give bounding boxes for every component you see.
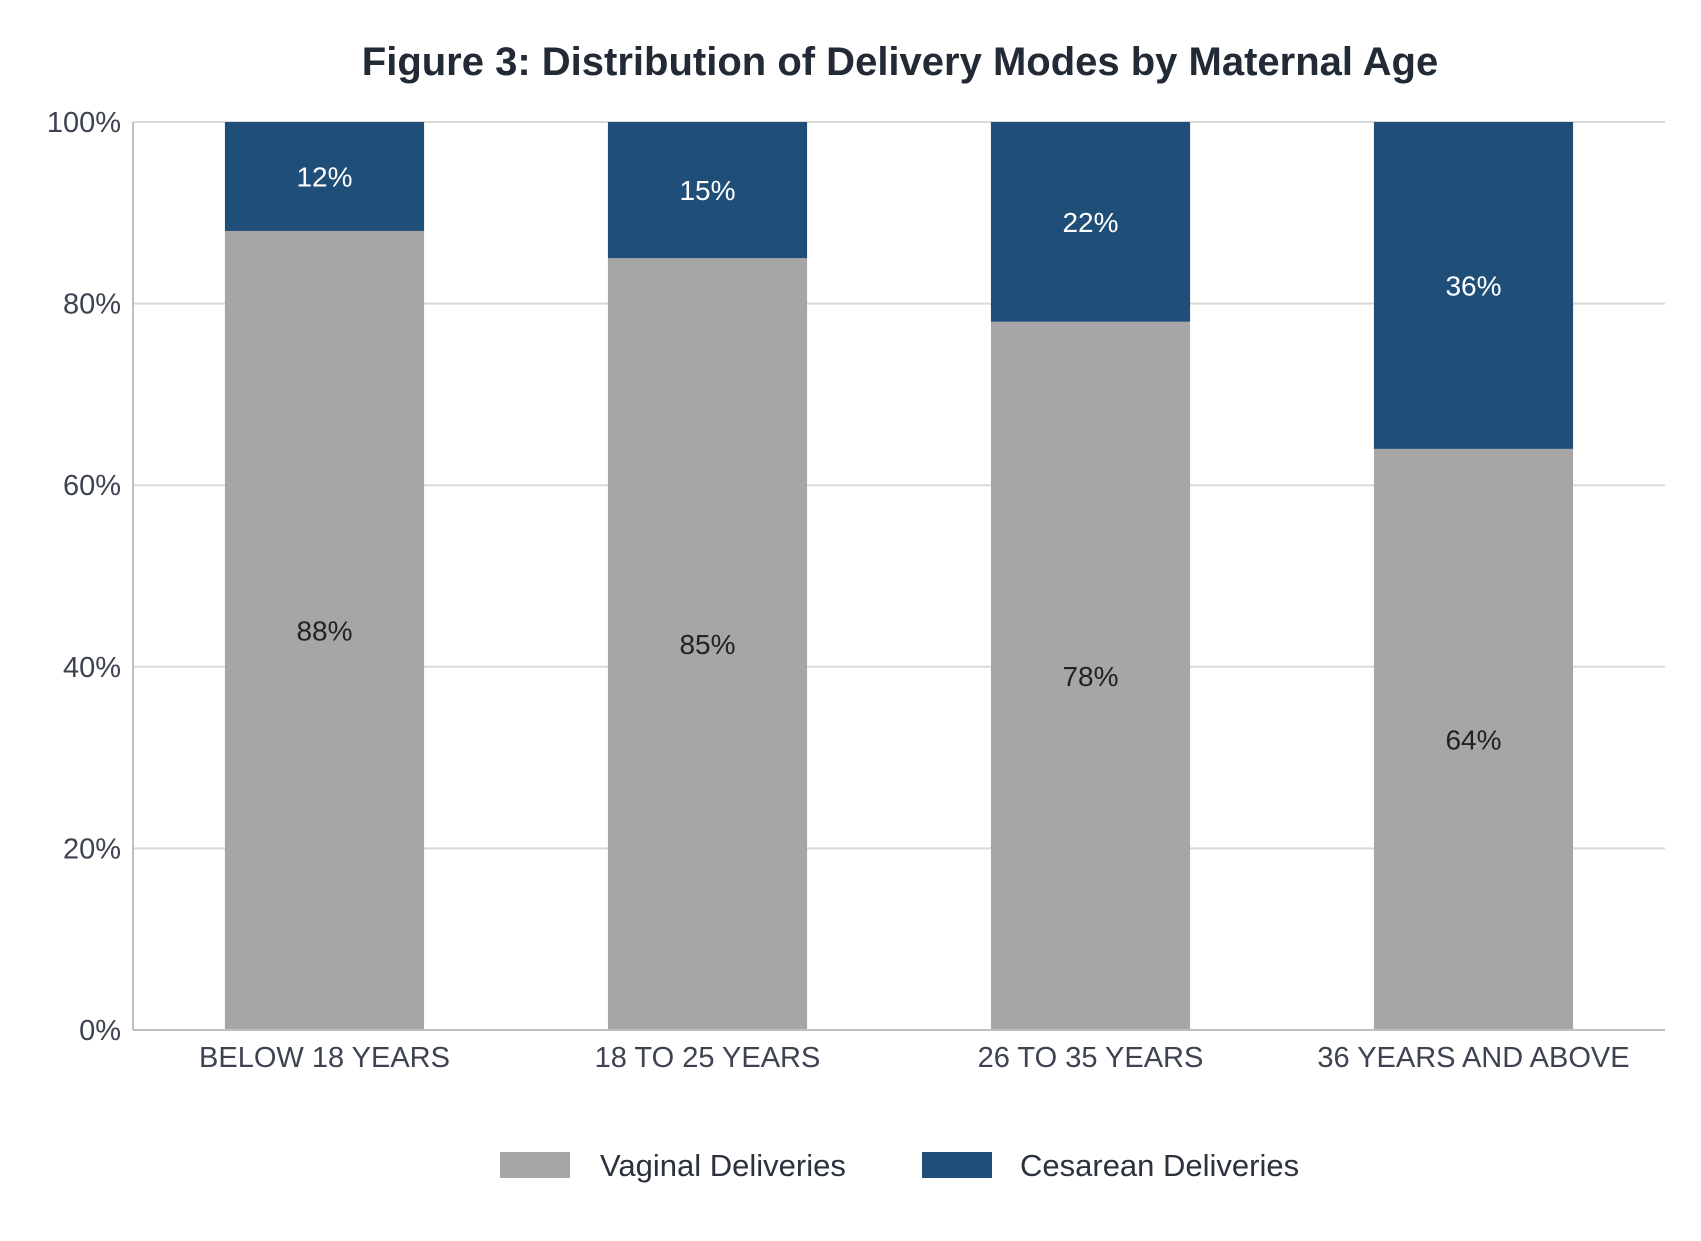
bar-vaginal-deliveries-36-years-and-above (1373, 448, 1574, 1030)
data-label-cesarean-deliveries-below-18-years: 12% (296, 161, 352, 192)
x-tick-label-below-18-years: BELOW 18 YEARS (199, 1042, 450, 1074)
data-label-cesarean-deliveries-26-to-35-years: 22% (1062, 207, 1118, 238)
y-tick-label: 0% (79, 1015, 121, 1047)
legend-swatch-vaginal-deliveries (500, 1152, 570, 1178)
legend-label-cesarean-deliveries: Cesarean Deliveries (1020, 1148, 1299, 1183)
bar-vaginal-deliveries-26-to-35-years (990, 321, 1191, 1030)
data-label-cesarean-deliveries-18-to-25-years: 15% (679, 175, 735, 206)
data-label-vaginal-deliveries-below-18-years: 88% (296, 615, 352, 646)
bar-vaginal-deliveries-below-18-years (224, 230, 425, 1030)
y-tick-label: 60% (63, 470, 121, 502)
legend-swatch-cesarean-deliveries (922, 1152, 992, 1178)
data-label-vaginal-deliveries-26-to-35-years: 78% (1062, 661, 1118, 692)
x-tick-label-26-to-35-years: 26 TO 35 YEARS (978, 1042, 1204, 1074)
bar-cesarean-deliveries-below-18-years (224, 122, 425, 231)
y-tick-label: 40% (63, 652, 121, 684)
chart-title: Figure 3: Distribution of Delivery Modes… (362, 40, 1438, 84)
data-label-cesarean-deliveries-36-years-and-above: 36% (1445, 270, 1501, 301)
y-tick-label: 80% (63, 289, 121, 321)
legend: Vaginal Deliveries Cesarean Deliveries (500, 1148, 1299, 1183)
x-tick-label-18-to-25-years: 18 TO 25 YEARS (595, 1042, 821, 1074)
bars: 88% 12% 85% 15% 78% 22% 64% 36% (224, 122, 1574, 1030)
bar-cesarean-deliveries-36-years-and-above (1373, 122, 1574, 449)
data-label-vaginal-deliveries-18-to-25-years: 85% (679, 629, 735, 660)
x-tick-label-36-years-and-above: 36 YEARS AND ABOVE (1317, 1042, 1629, 1074)
data-label-vaginal-deliveries-36-years-and-above: 64% (1445, 724, 1501, 755)
axes: 0% 20% 40% 60% 80% 100% BELOW 18 YEARS 18 TO 25… (47, 107, 1665, 1074)
bar-vaginal-deliveries-18-to-25-years (607, 258, 808, 1030)
bar-cesarean-deliveries-26-to-35-years (990, 122, 1191, 322)
bar-cesarean-deliveries-18-to-25-years (607, 122, 808, 259)
y-tick-label: 20% (63, 833, 121, 865)
y-tick-label: 100% (47, 107, 121, 139)
legend-label-vaginal-deliveries: Vaginal Deliveries (600, 1148, 846, 1183)
